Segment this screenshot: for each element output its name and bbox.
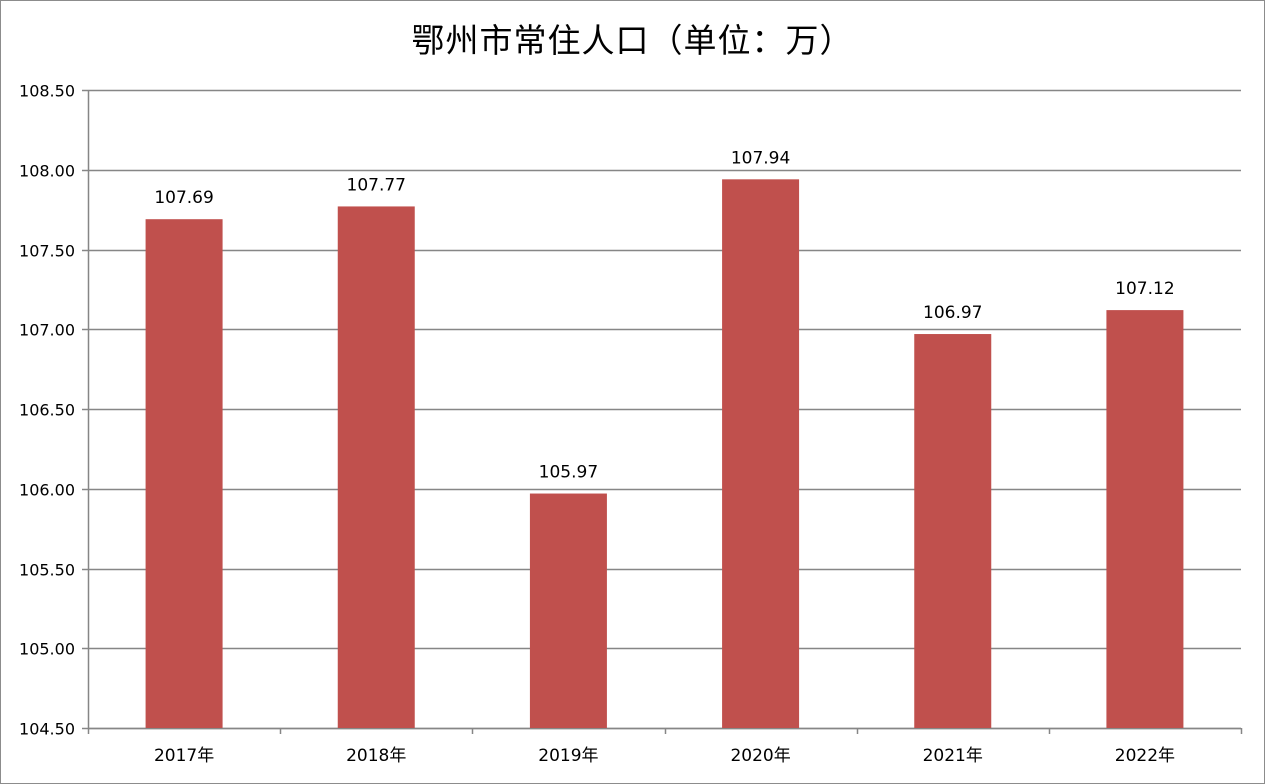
y-tick-label: 104.50 <box>19 720 75 739</box>
x-tick-label: 2018年 <box>346 746 406 766</box>
data-label: 105.97 <box>539 463 598 483</box>
data-label: 106.97 <box>923 303 982 323</box>
x-tick-label: 2019年 <box>538 746 598 766</box>
chart-title: 鄂州市常住人口（单位：万） <box>411 21 854 60</box>
data-label: 107.69 <box>154 188 213 208</box>
y-tick-label: 106.00 <box>19 481 75 500</box>
y-tick-label: 105.00 <box>19 640 75 659</box>
y-tick-label: 106.50 <box>19 401 75 420</box>
y-tick-label: 107.50 <box>19 242 75 261</box>
bar <box>529 493 607 728</box>
y-tick-label: 108.50 <box>19 82 75 101</box>
y-tick-label: 107.00 <box>19 321 75 340</box>
bar <box>914 334 992 728</box>
bar <box>145 219 223 728</box>
y-tick-label: 105.50 <box>19 561 75 580</box>
y-tick-label: 108.00 <box>19 162 75 181</box>
x-tick-label: 2017年 <box>154 746 214 766</box>
x-tick-label: 2022年 <box>1115 746 1175 766</box>
bar <box>722 179 800 728</box>
data-label: 107.12 <box>1115 279 1174 299</box>
bar <box>337 206 415 728</box>
x-tick-label: 2021年 <box>923 746 983 766</box>
x-tick-label: 2020年 <box>730 746 790 766</box>
bar <box>1106 310 1184 728</box>
data-label: 107.77 <box>347 175 406 195</box>
data-label: 107.94 <box>731 148 790 168</box>
